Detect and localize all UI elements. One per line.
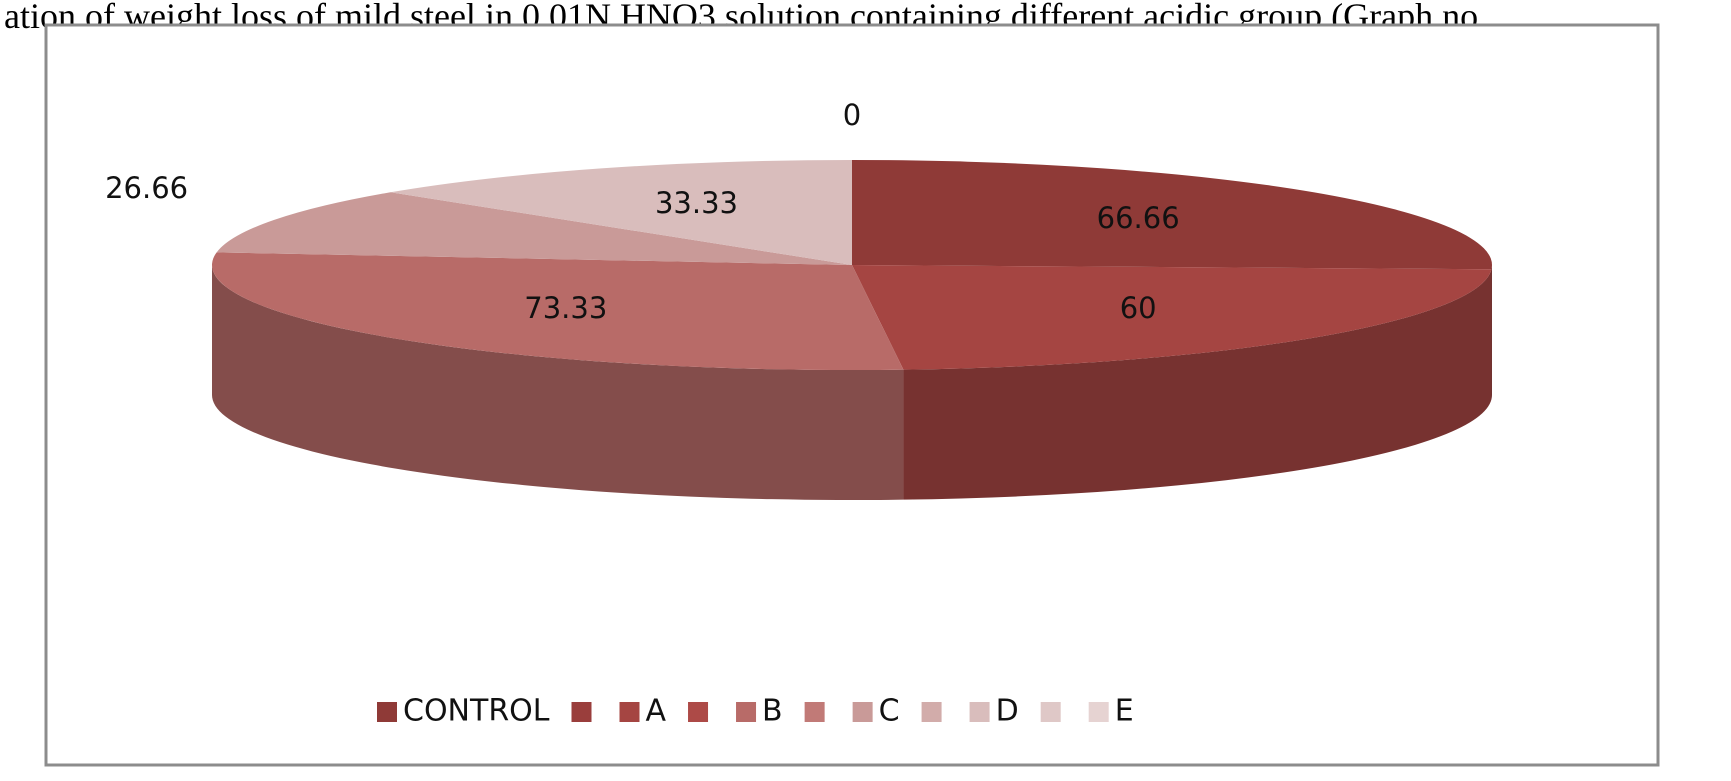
legend-swatch <box>619 702 640 722</box>
legend-label: B <box>762 694 783 729</box>
legend-swatch <box>688 702 709 722</box>
legend-label: C <box>879 694 900 729</box>
pie-sides <box>212 265 1492 500</box>
legend-swatch <box>1088 702 1109 722</box>
data-label: 66.66 <box>1097 201 1180 235</box>
slice-side <box>903 269 1492 500</box>
slice <box>211 252 904 371</box>
legend: CONTROL A B C D E <box>377 694 1134 729</box>
slice-side <box>1491 265 1492 400</box>
data-label: 60 <box>1120 291 1157 325</box>
slice-side <box>212 265 904 500</box>
legend-swatch <box>736 702 757 722</box>
legend-swatch <box>969 702 990 722</box>
legend-label: A <box>646 694 667 729</box>
slice <box>390 160 852 265</box>
slice <box>852 160 1492 270</box>
legend-label: E <box>1115 694 1134 729</box>
data-label: 26.66 <box>105 171 188 205</box>
legend-swatch <box>377 702 397 722</box>
legend-swatch <box>1040 702 1061 722</box>
legend-swatch <box>921 702 942 722</box>
legend-swatch <box>852 702 873 722</box>
legend-swatch <box>804 702 825 722</box>
data-labels: 66.66 60 73.33 26.66 33.33 0 <box>105 98 1180 325</box>
data-label: 73.33 <box>524 291 607 325</box>
data-label: 33.33 <box>655 186 738 220</box>
slice <box>216 192 852 265</box>
legend-label: D <box>996 694 1019 729</box>
legend-label: CONTROL <box>403 694 550 729</box>
data-label: 0 <box>843 98 861 132</box>
slice <box>852 265 1492 370</box>
legend-swatch <box>571 702 592 722</box>
pie-tops <box>211 160 1492 371</box>
